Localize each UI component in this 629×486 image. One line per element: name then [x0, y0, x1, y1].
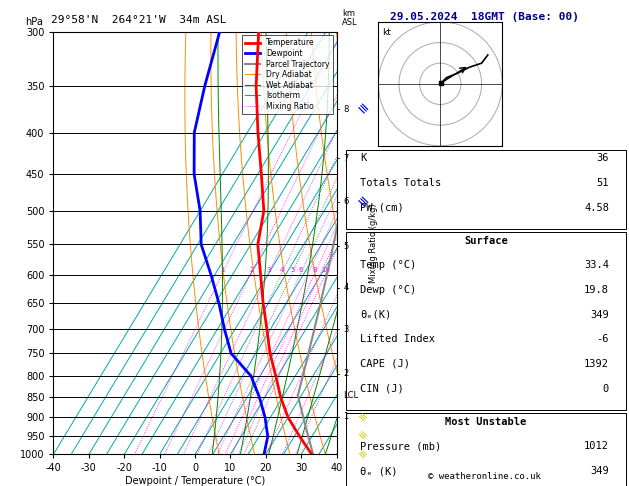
Text: 4: 4 [280, 267, 284, 273]
Text: 1: 1 [343, 412, 349, 421]
Text: Surface: Surface [464, 236, 508, 246]
Text: 7: 7 [343, 154, 349, 162]
Text: 0: 0 [603, 383, 609, 394]
Bar [346, 150, 626, 229]
Text: 2: 2 [249, 267, 253, 273]
Text: © weatheronline.co.uk: © weatheronline.co.uk [428, 472, 541, 481]
Text: 3: 3 [267, 267, 271, 273]
Text: Lifted Index: Lifted Index [360, 334, 435, 345]
Text: 51: 51 [596, 178, 609, 188]
Text: Totals Totals: Totals Totals [360, 178, 441, 188]
Text: Pressure (mb): Pressure (mb) [360, 441, 441, 451]
Text: 2: 2 [343, 369, 349, 378]
Text: 29°58'N  264°21'W  34m ASL: 29°58'N 264°21'W 34m ASL [50, 15, 226, 25]
Text: 5: 5 [290, 267, 294, 273]
Text: hPa: hPa [25, 17, 43, 27]
Text: Dewp (°C): Dewp (°C) [360, 285, 416, 295]
Text: -6: -6 [596, 334, 609, 345]
Text: CIN (J): CIN (J) [360, 383, 404, 394]
Text: 19.8: 19.8 [584, 285, 609, 295]
Text: LCL: LCL [343, 391, 359, 400]
Text: 1: 1 [220, 267, 225, 273]
Text: θₑ (K): θₑ (K) [360, 466, 398, 476]
Text: ≡: ≡ [355, 411, 369, 424]
Text: 349: 349 [590, 310, 609, 320]
Text: 33.4: 33.4 [584, 260, 609, 270]
Text: PW (cm): PW (cm) [360, 203, 404, 212]
Text: 4: 4 [343, 283, 349, 292]
Text: 349: 349 [590, 466, 609, 476]
Text: Mixing Ratio (g/kg): Mixing Ratio (g/kg) [369, 203, 378, 283]
Text: 8: 8 [343, 104, 349, 114]
Bar [346, 414, 626, 486]
Text: 6: 6 [299, 267, 303, 273]
Text: 1012: 1012 [584, 441, 609, 451]
Text: K: K [360, 153, 366, 163]
Text: 29.05.2024  18GMT (Base: 00): 29.05.2024 18GMT (Base: 00) [390, 12, 579, 22]
Text: ≡: ≡ [353, 100, 370, 118]
Text: 36: 36 [596, 153, 609, 163]
Text: Most Unstable: Most Unstable [445, 417, 526, 427]
Text: ≡: ≡ [353, 192, 370, 211]
Text: km
ASL: km ASL [342, 9, 358, 27]
Text: 6: 6 [343, 197, 349, 206]
Text: 8: 8 [313, 267, 317, 273]
Text: 3: 3 [343, 325, 349, 334]
Legend: Temperature, Dewpoint, Parcel Trajectory, Dry Adiabat, Wet Adiabat, Isotherm, Mi: Temperature, Dewpoint, Parcel Trajectory… [242, 35, 333, 114]
Text: kt: kt [382, 28, 391, 37]
Text: ≡: ≡ [355, 430, 369, 443]
Text: 15: 15 [343, 267, 352, 273]
X-axis label: Dewpoint / Temperature (°C): Dewpoint / Temperature (°C) [125, 476, 265, 486]
Text: 5: 5 [343, 242, 349, 251]
Text: ≡: ≡ [355, 448, 369, 461]
Text: 4.58: 4.58 [584, 203, 609, 212]
Bar [346, 232, 626, 410]
Text: Temp (°C): Temp (°C) [360, 260, 416, 270]
Text: CAPE (J): CAPE (J) [360, 359, 410, 369]
Text: θₑ(K): θₑ(K) [360, 310, 391, 320]
Text: 1392: 1392 [584, 359, 609, 369]
Text: 10: 10 [321, 267, 331, 273]
